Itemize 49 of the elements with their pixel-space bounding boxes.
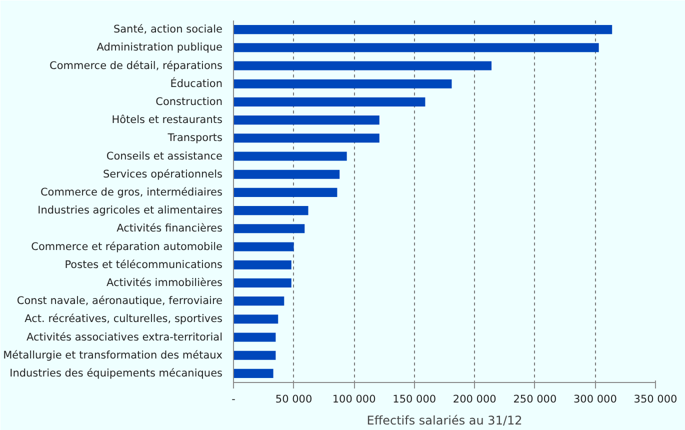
bar — [234, 116, 380, 125]
y-tick-label: Commerce de gros, intermédiaires — [40, 186, 223, 198]
x-tick-label: 250 000 — [513, 394, 557, 406]
bar — [234, 224, 305, 234]
x-tick-label: 350 000 — [634, 394, 678, 406]
y-tick-label: Const navale, aéronautique, ferroviaire — [16, 295, 223, 308]
bar — [234, 206, 308, 216]
y-tick-label: Industries agricoles et alimentaires — [38, 204, 222, 217]
y-tick-label: Activités financières — [116, 222, 223, 235]
bar — [234, 61, 492, 70]
y-tick-label: Métallurgie et transformation des métaux — [3, 349, 223, 362]
bar — [234, 79, 452, 88]
y-tick-label: Commerce de détail, réparations — [50, 60, 223, 72]
bar — [234, 134, 380, 143]
bar — [234, 25, 612, 34]
y-tick-label: Conseils et assistance — [106, 150, 223, 162]
bar — [234, 43, 599, 52]
x-tick-label: 100 000 — [332, 394, 376, 406]
x-tick-label: 150 000 — [392, 394, 436, 406]
bar — [234, 296, 284, 306]
bar — [234, 332, 276, 342]
y-tick-label: Activités immobilières — [106, 276, 223, 289]
bar — [234, 314, 278, 324]
y-tick-label: Services opérationnels — [102, 168, 222, 180]
bar — [234, 278, 292, 288]
y-tick-label: Act. récréatives, culturelles, sportives — [24, 313, 222, 326]
bar — [234, 368, 274, 378]
bar — [234, 242, 294, 252]
bar — [234, 188, 338, 197]
x-tick-label: 300 000 — [574, 394, 617, 406]
y-tick-label: Hôtels et restaurants — [112, 114, 223, 126]
x-tick-label: 200 000 — [452, 394, 496, 406]
bar — [234, 260, 292, 270]
x-axis-title: Effectifs salariés au 31/12 — [366, 414, 522, 428]
bar — [234, 97, 426, 106]
y-tick-label: Administration publique — [96, 42, 223, 54]
y-tick-label: Industries des équipements mécaniques — [10, 367, 223, 380]
x-tick-label: - — [232, 394, 236, 406]
bar — [234, 152, 347, 161]
y-tick-label: Éducation — [170, 76, 223, 90]
bar — [234, 170, 340, 179]
y-tick-label: Activités associatives extra-territorial — [26, 331, 223, 344]
y-tick-label: Transports — [166, 132, 223, 144]
y-tick-label: Commerce et réparation automobile — [31, 240, 223, 253]
bar — [234, 350, 276, 360]
y-tick-label: Postes et télécommunications — [64, 258, 223, 271]
y-tick-label: Santé, action sociale — [113, 24, 222, 36]
x-tick-label: 50 000 — [275, 394, 312, 406]
y-tick-label: Construction — [156, 96, 223, 108]
